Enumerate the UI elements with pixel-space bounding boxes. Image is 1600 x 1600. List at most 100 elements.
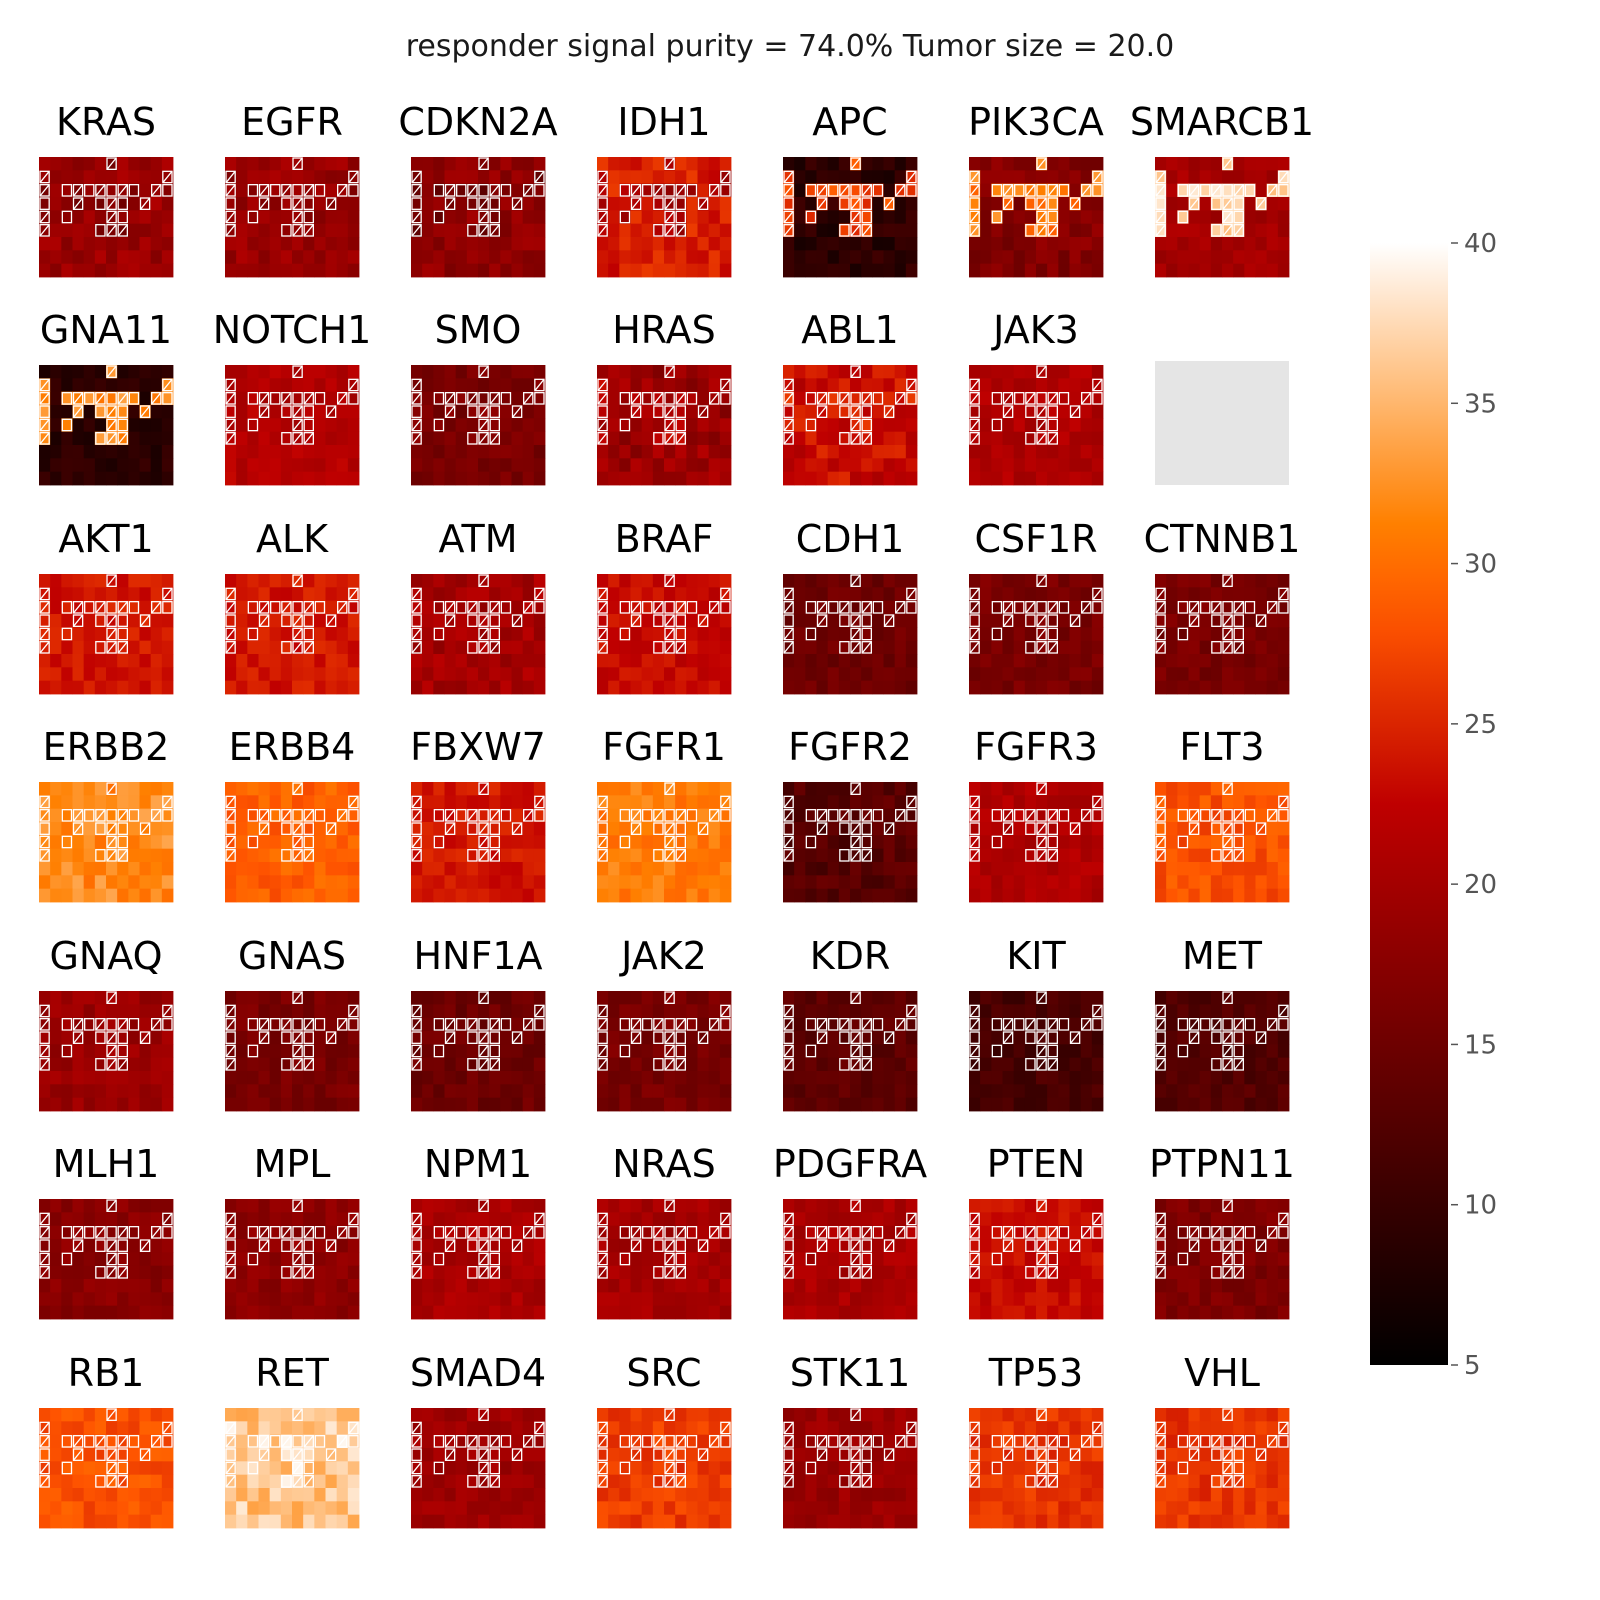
- heatmap-cell: [128, 1031, 140, 1045]
- heatmap-cell: [630, 795, 643, 810]
- heatmap-cell: [258, 795, 271, 810]
- responder-cell-outline: [292, 641, 303, 654]
- heatmap-cell: [619, 1031, 631, 1045]
- heatmap-cell: [422, 991, 434, 1005]
- heatmap-cell: [883, 223, 896, 238]
- responder-cell-diagonal: [1002, 601, 1014, 614]
- heatmap-cell: [1024, 365, 1037, 379]
- responder-cell-outline: [39, 378, 50, 392]
- heatmap-cell: [597, 157, 609, 171]
- responder-cell-diagonal: [39, 1004, 50, 1018]
- heatmap-cell: [1002, 627, 1015, 642]
- heatmap-cell: [697, 991, 710, 1005]
- heatmap-cell: [161, 1084, 174, 1099]
- responder-cell-outline: [642, 601, 653, 614]
- responder-cell-outline: [597, 184, 608, 197]
- heatmap-cell: [314, 991, 326, 1005]
- heatmap-cell: [597, 471, 609, 486]
- heatmap-cell: [1058, 627, 1070, 642]
- responder-cell-diagonal: [106, 418, 117, 432]
- heatmap-cell: [225, 1031, 237, 1045]
- heatmap-cell: [883, 418, 896, 433]
- heatmap-cell: [641, 848, 654, 863]
- responder-cell-diagonal: [1267, 601, 1278, 614]
- heatmap-cell: [72, 680, 85, 695]
- heatmap-cell: [1036, 888, 1048, 903]
- responder-cell-diagonal: [225, 627, 236, 641]
- responder-cell-outline: [292, 991, 303, 1004]
- heatmap-cell: [478, 1071, 490, 1085]
- heatmap-cell: [641, 237, 654, 251]
- heatmap-cell: [686, 1017, 698, 1032]
- heatmap-cell: [816, 378, 829, 393]
- heatmap-cell: [247, 640, 259, 655]
- heatmap-cell: [883, 1057, 896, 1072]
- responder-cell-diagonal: [1155, 627, 1166, 641]
- heatmap-cell: [872, 1004, 884, 1019]
- heatmap-cell: [489, 1097, 501, 1112]
- heatmap-cell: [1222, 808, 1234, 823]
- heatmap-cell: [1058, 405, 1070, 419]
- heatmap-cell: [675, 614, 687, 628]
- heatmap-cell: [980, 587, 992, 602]
- responder-cell-diagonal: [39, 849, 50, 862]
- responder-outlines: [1155, 574, 1289, 654]
- heatmap-cell: [50, 587, 62, 602]
- heatmap-cell: [1024, 471, 1037, 486]
- responder-cell-outline: [709, 184, 720, 197]
- heatmap-cell: [303, 888, 315, 903]
- heatmap-cell: [708, 1031, 721, 1045]
- heatmap-cell: [980, 391, 992, 406]
- heatmap-cell: [489, 378, 501, 393]
- heatmap-cell: [128, 888, 140, 903]
- heatmap-cell: [247, 808, 259, 823]
- heatmap-cell: [444, 471, 457, 486]
- heatmap-cell: [697, 600, 710, 615]
- heatmap-cell: [139, 170, 152, 185]
- heatmap-cell: [1255, 667, 1268, 682]
- heatmap-cell: [872, 888, 884, 903]
- heatmap-cell: [1266, 210, 1279, 225]
- heatmap-cell: [980, 250, 992, 265]
- heatmap-cell: [61, 795, 73, 810]
- heatmap-cell: [1013, 1004, 1026, 1019]
- responder-cell-outline: [861, 641, 872, 654]
- heatmap-cell: [347, 1017, 360, 1032]
- responder-cell-outline: [686, 184, 698, 197]
- heatmap-cell: [106, 587, 118, 602]
- responder-cell-outline: [303, 392, 314, 405]
- heatmap-cell: [150, 250, 163, 265]
- heatmap-cell: [247, 654, 259, 668]
- heatmap-cell: [1080, 471, 1093, 486]
- heatmap-cell: [850, 808, 862, 823]
- responder-cell-outline: [117, 197, 128, 210]
- responder-cell-outline: [783, 418, 794, 432]
- heatmap-cell: [1177, 862, 1189, 876]
- heatmap-cell: [861, 1071, 873, 1085]
- responder-cell-outline: [292, 184, 303, 197]
- responder-cell-outline: [61, 392, 73, 405]
- heatmap-cell: [1002, 250, 1015, 265]
- heatmap-cell: [838, 822, 851, 836]
- heatmap-cell: [325, 640, 338, 655]
- heatmap-cell: [1255, 250, 1268, 265]
- responder-cell-diagonal: [1188, 184, 1200, 197]
- heatmap-cell: [805, 378, 817, 393]
- heatmap-cell: [292, 183, 304, 198]
- responder-cell-diagonal: [1047, 184, 1058, 197]
- responder-cell-outline: [303, 1044, 314, 1058]
- responder-cell-outline: [478, 991, 489, 1004]
- heatmap-cell: [783, 654, 795, 668]
- heatmap-cell: [150, 587, 163, 602]
- heatmap-cell: [783, 991, 795, 1005]
- heatmap-cell: [608, 600, 620, 615]
- responder-cell-diagonal: [303, 392, 314, 405]
- heatmap-cell: [1199, 237, 1212, 251]
- heatmap-cell: [805, 223, 817, 238]
- heatmap-cell: [827, 250, 840, 265]
- heatmap-cell: [50, 795, 62, 810]
- heatmap-cell: [269, 808, 282, 823]
- responder-cell-outline: [258, 392, 270, 405]
- heatmap-cell: [83, 418, 96, 433]
- responder-cell-outline: [839, 184, 850, 197]
